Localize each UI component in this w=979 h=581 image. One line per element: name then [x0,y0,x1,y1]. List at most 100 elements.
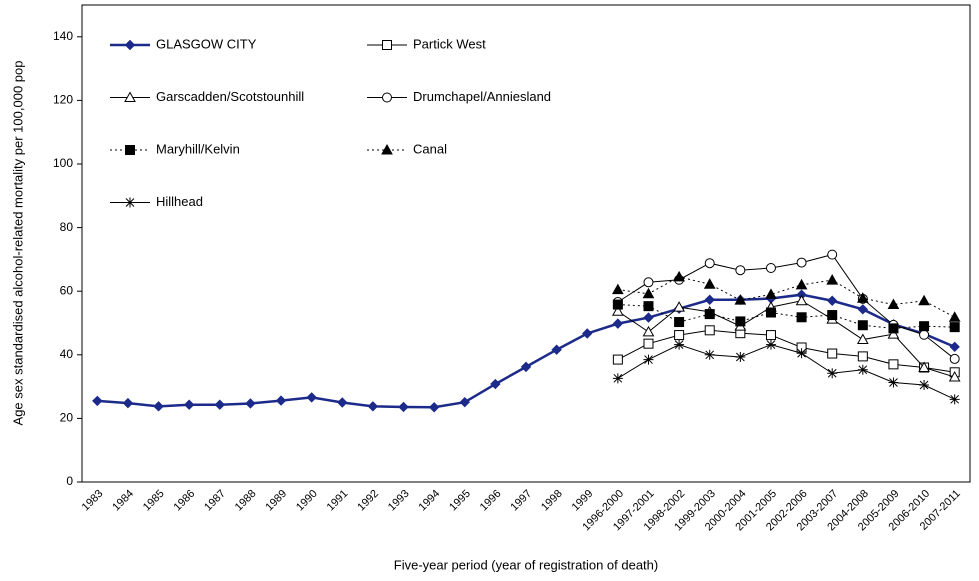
y-tick-label: 120 [53,93,73,107]
y-tick-label: 40 [60,347,74,361]
legend-marker [382,40,392,50]
data-point [919,329,930,340]
series-line [617,329,955,373]
data-point [673,270,685,282]
data-point [856,292,869,303]
data-point [918,361,930,373]
data-point [857,351,868,362]
data-point [826,295,838,306]
data-point [949,322,960,333]
data-point [795,278,808,290]
y-tick-label: 80 [60,220,74,234]
x-tick-label: 1985 [141,488,167,514]
legend-marker [381,143,393,155]
x-tick-label: 1987 [202,488,228,514]
data-point [337,397,348,408]
x-tick-label: 1988 [233,488,259,514]
data-point [888,377,899,388]
y-tick-label: 60 [60,283,74,297]
y-tick-label: 140 [53,29,73,43]
legend-marker [125,197,135,208]
data-point [704,349,715,360]
data-point [826,274,839,285]
y-tick-label: 100 [53,156,73,170]
x-tick-label: 1992 [355,488,381,514]
data-point [765,262,776,273]
data-point [857,304,869,315]
legend-marker [382,92,392,103]
data-point [765,339,776,350]
series-line [617,276,955,318]
data-point [673,301,685,312]
plot-frame [81,4,971,483]
data-point [643,312,654,323]
legend-label: Partick West [413,36,486,51]
data-point [612,305,624,316]
legend-marker [124,39,136,51]
legend-label: Hillhead [156,194,203,209]
data-point [612,373,623,384]
y-tick-label: 20 [60,411,74,425]
data-point [735,265,746,276]
data-point [674,317,685,328]
data-point [827,348,838,359]
data-point [275,395,287,406]
data-point [857,320,868,331]
data-point [245,398,256,409]
y-tick-label: 0 [66,474,73,488]
data-point [643,338,654,349]
data-point [949,341,960,353]
data-point [643,301,654,312]
data-point [796,312,807,323]
legend-label: Drumchapel/Anniesland [413,89,551,104]
data-point [888,323,899,334]
data-point [643,354,654,365]
x-tick-label: 1993 [386,488,412,514]
data-point [919,380,930,391]
legend-label: Maryhill/Kelvin [156,141,240,156]
data-point [674,330,685,341]
x-tick-label: 1996 [478,488,504,514]
legend-marker [124,91,136,102]
data-point [214,399,226,410]
data-point [796,257,807,268]
data-point [734,294,747,305]
data-point [398,401,409,413]
data-point [856,333,869,345]
data-point [520,361,532,373]
data-point [949,353,960,364]
x-tick-label: 1989 [263,488,289,514]
x-tick-label: 1998 [539,488,565,514]
series-line [617,304,955,329]
x-tick-label: 1991 [325,488,351,514]
legend-label: Garscadden/Scotstounhill [156,89,304,104]
data-point [704,325,715,336]
data-point [367,401,379,412]
x-tick-label: 1997 [508,488,534,514]
data-point [765,288,777,299]
data-point [612,283,624,295]
data-point [612,318,624,329]
data-point [827,368,838,379]
data-point [796,348,807,359]
data-point [703,278,716,289]
data-point [887,328,900,339]
data-point [582,328,593,339]
data-point [735,316,746,327]
data-point [674,339,685,350]
data-point [704,294,715,305]
x-tick-label: 1983 [80,488,106,514]
x-tick-label: 1990 [294,488,320,514]
data-point [153,401,164,412]
data-point [490,378,501,390]
data-point [428,402,440,413]
x-tick-label: 1984 [110,488,136,514]
legend-marker [125,145,135,155]
series-line [97,293,956,409]
data-point [642,325,655,337]
data-point [612,299,623,310]
x-tick-label: 1994 [417,488,443,514]
data-point [857,364,868,375]
data-point [765,307,776,318]
